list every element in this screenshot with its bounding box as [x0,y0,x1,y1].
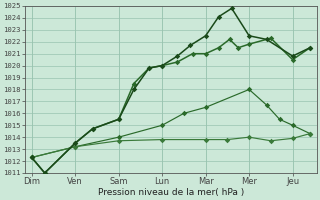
X-axis label: Pression niveau de la mer( hPa ): Pression niveau de la mer( hPa ) [98,188,244,197]
